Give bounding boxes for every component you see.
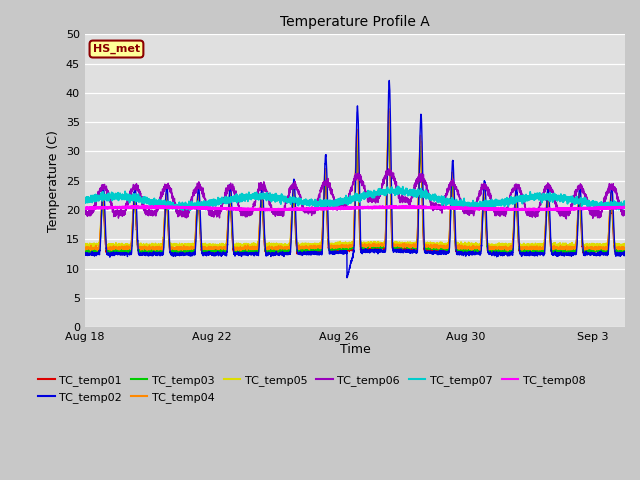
TC_temp05 — [297, 243, 305, 249]
TC_temp03 — [281, 248, 289, 253]
TC_temp03 — [81, 247, 89, 253]
TC_temp02 — [297, 251, 305, 256]
TC_temp07 — [81, 197, 89, 203]
TC_temp03 — [391, 243, 399, 249]
TC_temp07 — [186, 207, 194, 213]
TC_temp08 — [345, 205, 353, 211]
TC_temp01 — [621, 249, 629, 255]
TC_temp08 — [261, 207, 269, 213]
TC_temp07 — [345, 200, 353, 205]
TC_temp06 — [385, 166, 392, 172]
TC_temp03 — [283, 251, 291, 257]
TC_temp01 — [243, 251, 251, 257]
TC_temp04 — [504, 248, 511, 254]
TC_temp06 — [621, 212, 629, 218]
X-axis label: Time: Time — [340, 343, 371, 356]
TC_temp04 — [81, 246, 89, 252]
Line: TC_temp05: TC_temp05 — [85, 125, 625, 248]
TC_temp04 — [297, 245, 305, 251]
TC_temp03 — [621, 248, 629, 254]
TC_temp02 — [281, 252, 289, 257]
TC_temp02 — [391, 249, 399, 254]
TC_temp07 — [297, 196, 305, 202]
TC_temp05 — [385, 122, 392, 128]
TC_temp04 — [621, 246, 629, 252]
TC_temp01 — [345, 246, 353, 252]
TC_temp06 — [81, 211, 89, 216]
TC_temp02 — [81, 250, 89, 256]
TC_temp07 — [351, 194, 358, 200]
TC_temp05 — [214, 245, 221, 251]
TC_temp08 — [621, 204, 629, 210]
TC_temp07 — [621, 203, 629, 208]
TC_temp01 — [297, 247, 305, 252]
Line: TC_temp06: TC_temp06 — [85, 169, 625, 219]
TC_temp05 — [621, 242, 629, 248]
TC_temp05 — [81, 243, 89, 249]
TC_temp01 — [81, 248, 89, 254]
TC_temp04 — [391, 243, 399, 249]
TC_temp03 — [385, 120, 393, 126]
TC_temp06 — [543, 182, 550, 188]
TC_temp08 — [156, 204, 164, 209]
TC_temp03 — [297, 247, 305, 252]
TC_temp07 — [543, 192, 550, 198]
TC_temp05 — [351, 205, 358, 211]
Line: TC_temp08: TC_temp08 — [85, 206, 625, 210]
TC_temp06 — [297, 196, 305, 202]
Text: HS_met: HS_met — [93, 44, 140, 54]
TC_temp08 — [351, 205, 358, 211]
TC_temp06 — [281, 206, 289, 212]
TC_temp08 — [391, 204, 399, 210]
TC_temp04 — [344, 243, 352, 249]
TC_temp03 — [351, 220, 358, 226]
TC_temp06 — [563, 216, 570, 222]
TC_temp03 — [345, 245, 353, 251]
Line: TC_temp01: TC_temp01 — [85, 127, 625, 254]
TC_temp08 — [297, 207, 305, 213]
TC_temp04 — [281, 245, 289, 251]
TC_temp07 — [391, 191, 399, 197]
TC_temp02 — [621, 252, 629, 257]
TC_temp01 — [391, 246, 399, 252]
TC_temp05 — [391, 242, 399, 248]
TC_temp06 — [391, 180, 399, 186]
TC_temp08 — [81, 206, 89, 212]
TC_temp07 — [281, 196, 289, 202]
TC_temp02 — [343, 275, 351, 281]
Y-axis label: Temperature (C): Temperature (C) — [47, 130, 60, 232]
TC_temp01 — [385, 124, 392, 130]
TC_temp04 — [351, 214, 358, 220]
TC_temp08 — [282, 206, 289, 212]
TC_temp06 — [344, 197, 352, 203]
Line: TC_temp03: TC_temp03 — [85, 123, 625, 254]
TC_temp07 — [395, 184, 403, 190]
TC_temp03 — [543, 214, 550, 219]
Title: Temperature Profile A: Temperature Profile A — [280, 15, 430, 29]
TC_temp02 — [543, 209, 550, 215]
Line: TC_temp07: TC_temp07 — [85, 187, 625, 210]
TC_temp01 — [351, 209, 358, 215]
TC_temp02 — [351, 228, 358, 234]
TC_temp02 — [345, 269, 353, 275]
Legend: TC_temp01, TC_temp02, TC_temp03, TC_temp04, TC_temp05, TC_temp06, TC_temp07, TC_: TC_temp01, TC_temp02, TC_temp03, TC_temp… — [33, 371, 590, 407]
TC_temp01 — [281, 249, 289, 255]
TC_temp05 — [345, 241, 353, 247]
Line: TC_temp02: TC_temp02 — [85, 81, 625, 278]
Line: TC_temp04: TC_temp04 — [85, 108, 625, 251]
TC_temp04 — [543, 202, 550, 207]
TC_temp06 — [351, 179, 358, 184]
TC_temp02 — [385, 78, 393, 84]
TC_temp05 — [281, 243, 289, 249]
TC_temp05 — [543, 201, 550, 207]
TC_temp04 — [385, 106, 392, 111]
TC_temp08 — [543, 207, 550, 213]
TC_temp01 — [543, 206, 550, 212]
